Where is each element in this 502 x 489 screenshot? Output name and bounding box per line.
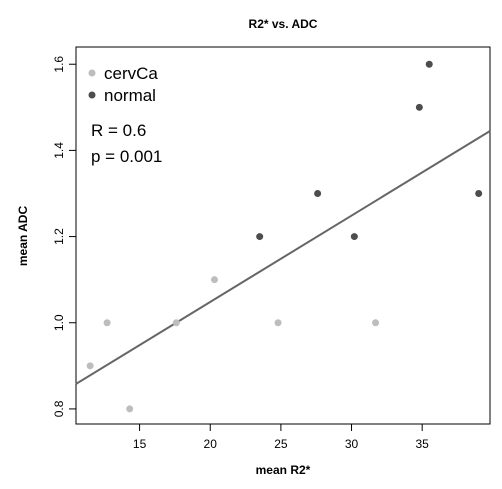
x-tick-label: 15 — [133, 437, 147, 451]
point-cervca — [210, 276, 218, 284]
annotation-r-value: R = 0.6 — [91, 121, 146, 140]
x-tick-label: 35 — [415, 437, 429, 451]
regression-line — [75, 130, 491, 385]
point-cervca — [274, 319, 282, 327]
point-normal — [256, 233, 264, 241]
chart-title: R2* vs. ADC — [249, 17, 318, 31]
point-cervca — [172, 319, 180, 327]
legend: cervCa normal — [88, 64, 158, 105]
y-axis: 0.8 1.0 1.2 1.4 1.6 — [52, 56, 76, 417]
legend-label-normal: normal — [104, 86, 156, 105]
point-normal — [475, 189, 483, 197]
x-tick-label: 30 — [345, 437, 359, 451]
point-cervca — [126, 405, 134, 413]
legend-marker-normal — [88, 91, 96, 99]
point-normal — [314, 189, 322, 197]
point-normal — [415, 103, 423, 111]
x-axis-label: mean R2* — [256, 463, 311, 477]
point-cervca — [103, 319, 111, 327]
legend-label-cervca: cervCa — [104, 64, 158, 83]
y-tick-label: 1.6 — [52, 56, 66, 73]
plot-frame — [75, 46, 491, 425]
point-normal — [425, 60, 433, 68]
annotation-p-value: p = 0.001 — [91, 147, 162, 166]
x-tick-label: 25 — [274, 437, 288, 451]
legend-marker-cervca — [88, 69, 96, 77]
x-axis: 15 20 25 30 35 — [133, 424, 429, 451]
x-tick-label: 20 — [204, 437, 218, 451]
y-tick-label: 1.0 — [52, 314, 66, 331]
data-points — [86, 60, 483, 413]
y-axis-label: mean ADC — [16, 206, 30, 267]
point-cervca — [86, 362, 94, 370]
point-normal — [350, 233, 358, 241]
y-tick-label: 1.2 — [52, 228, 66, 245]
y-tick-label: 0.8 — [52, 400, 66, 417]
point-cervca — [372, 319, 380, 327]
y-tick-label: 1.4 — [52, 142, 66, 159]
